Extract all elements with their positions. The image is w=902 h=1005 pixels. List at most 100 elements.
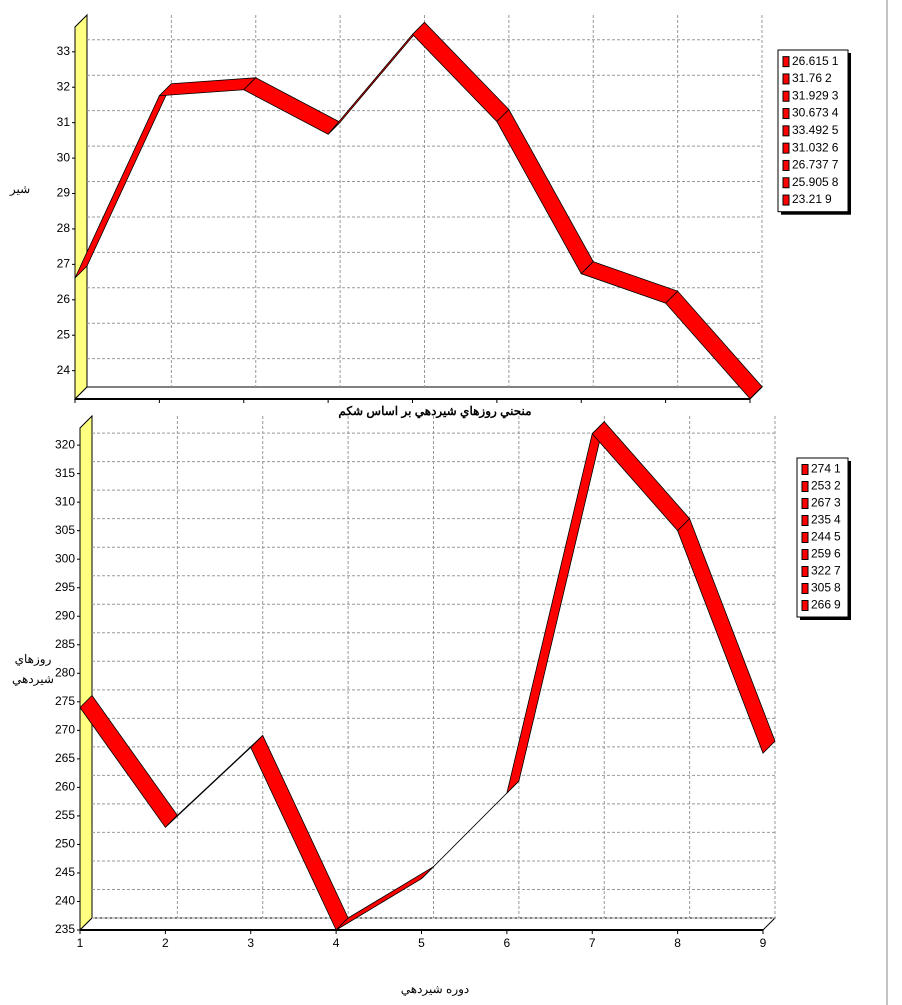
y-tick-label: 32	[57, 79, 71, 93]
legend-value: 259	[811, 547, 831, 561]
y-tick-label: 24	[57, 363, 71, 377]
floor	[73, 386, 764, 400]
x-tick-label: 9	[760, 936, 767, 950]
x-axis-label: دوره شيردهي	[401, 982, 470, 996]
y-tick-label: 310	[55, 494, 75, 508]
legend-label: 7	[834, 564, 841, 578]
y-tick-label: 31	[57, 115, 71, 129]
legend-key	[782, 125, 790, 137]
x-tick-label: 1	[77, 936, 84, 950]
y-axis-label: شيردهي	[12, 672, 54, 686]
legend-label: 8	[834, 581, 841, 595]
y-tick-label: 33	[57, 44, 71, 58]
legend-value: 305	[811, 581, 831, 595]
y-tick-label: 28	[57, 221, 71, 235]
legend-label: 6	[834, 547, 841, 561]
y-tick-label: 295	[55, 580, 75, 594]
left-wall	[79, 414, 93, 932]
y-tick-label: 240	[55, 894, 75, 908]
line-segment	[580, 261, 679, 304]
legend-label: 1	[834, 462, 841, 476]
line-segment	[411, 21, 510, 123]
legend-value: 31.929	[792, 88, 829, 102]
y-tick-label: 250	[55, 837, 75, 851]
legend-value: 244	[811, 530, 831, 544]
legend-label: 5	[832, 123, 839, 137]
legend-value: 33.492	[792, 123, 829, 137]
y-tick-label: 265	[55, 751, 75, 765]
line-segment	[421, 780, 520, 879]
legend-label: 3	[832, 88, 839, 102]
legend-value: 322	[811, 564, 831, 578]
legend-key	[782, 177, 790, 189]
y-tick-label: 260	[55, 780, 75, 794]
legend-label: 4	[832, 106, 839, 120]
legend	[777, 49, 849, 213]
legend-value: 235	[811, 513, 831, 527]
y-tick-label: 305	[55, 523, 75, 537]
legend-label: 5	[834, 530, 841, 544]
legend-key	[801, 464, 809, 475]
legend-key	[801, 583, 809, 594]
legend-label: 8	[832, 175, 839, 189]
y-axis-label: روزهاي	[15, 652, 52, 666]
legend-label: 3	[834, 496, 841, 510]
x-tick-label: 8	[674, 936, 681, 950]
y-tick-label: 270	[55, 723, 75, 737]
y-tick-label: 26	[57, 292, 71, 306]
legend-label: 2	[834, 479, 841, 493]
x-tick-label: 7	[589, 936, 596, 950]
left-wall	[74, 13, 88, 401]
legend-key	[782, 108, 790, 120]
legend-key	[782, 194, 790, 206]
floor	[78, 917, 777, 931]
y-tick-label: 235	[55, 922, 75, 936]
legend-value: 274	[811, 462, 831, 476]
legend-key	[801, 549, 809, 560]
legend-value: 31.032	[792, 140, 829, 154]
y-tick-label: 320	[55, 437, 75, 451]
legend-label: 9	[825, 192, 832, 206]
legend-label: 6	[832, 140, 839, 154]
line-segment	[158, 77, 257, 97]
line-segment	[677, 517, 776, 754]
y-tick-label: 27	[57, 257, 71, 271]
y-tick-label: 300	[55, 551, 75, 565]
legend-value: 25.905	[792, 175, 829, 189]
y-tick-label: 290	[55, 608, 75, 622]
line-segment	[327, 22, 425, 135]
legend-key	[801, 498, 809, 509]
line-segment	[496, 108, 594, 275]
line-segment	[74, 83, 172, 279]
legend-value: 26.737	[792, 158, 829, 172]
line-segment	[665, 290, 763, 400]
legend-label: 7	[832, 158, 839, 172]
legend-key	[801, 600, 809, 611]
legend-label: 9	[834, 598, 841, 612]
y-axis-label: شير	[9, 182, 30, 196]
y-tick-label: 255	[55, 808, 75, 822]
legend-key	[782, 159, 790, 171]
legend-label: 1	[832, 54, 839, 68]
legend-key	[801, 515, 809, 526]
y-tick-label: 315	[55, 466, 75, 480]
legend-label: 2	[825, 71, 832, 85]
legend-value: 253	[811, 479, 831, 493]
legend-value: 23.21	[792, 192, 822, 206]
x-tick-label: 4	[333, 936, 340, 950]
legend-value: 30.673	[792, 106, 829, 120]
legend-key	[782, 90, 790, 102]
legend-label: 4	[834, 513, 841, 527]
y-tick-label: 280	[55, 665, 75, 679]
legend-value: 267	[811, 496, 831, 510]
y-tick-label: 285	[55, 637, 75, 651]
legend-key	[782, 56, 790, 68]
line-segment	[79, 694, 178, 828]
y-tick-label: 30	[57, 150, 71, 164]
x-tick-label: 2	[162, 936, 169, 950]
line-segment	[591, 421, 691, 532]
legend-value: 266	[811, 598, 831, 612]
legend-key	[801, 532, 809, 543]
